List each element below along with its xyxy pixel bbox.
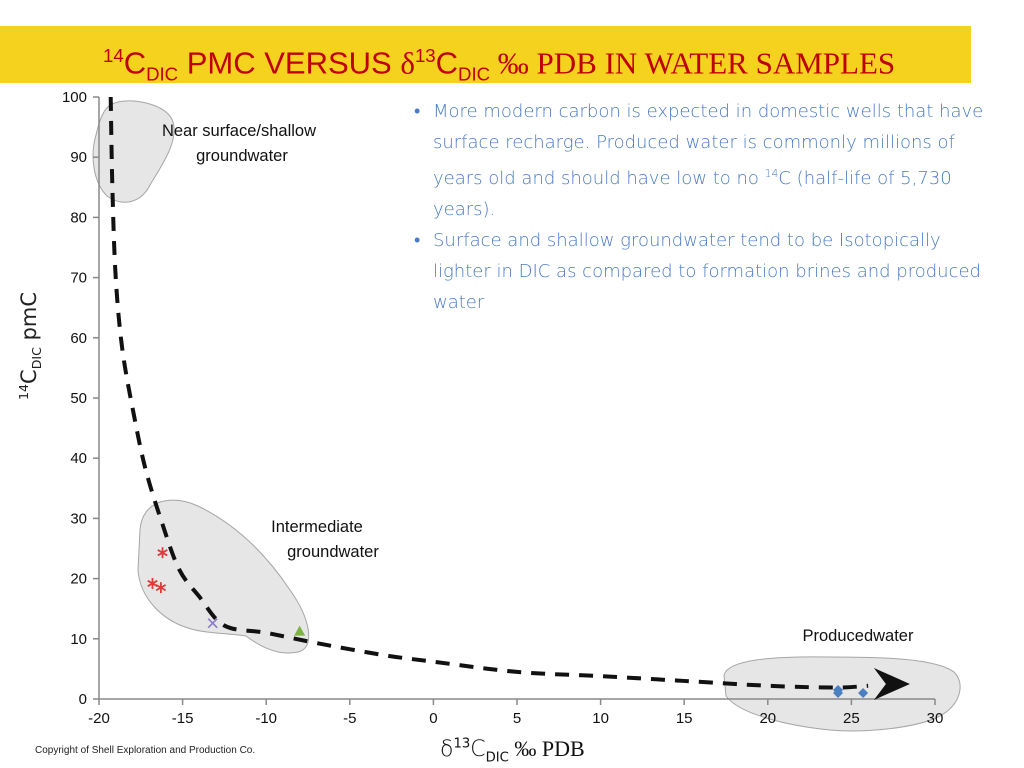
data-point-x — [207, 618, 218, 629]
y-tick-label: 60 — [70, 330, 87, 347]
x-tick-label: 10 — [592, 710, 609, 727]
data-point-diamond — [833, 687, 844, 698]
slide-title: 14CDIC PMC VERSUS δ13CDIC ‰ PDB IN WATER… — [103, 34, 903, 97]
region-label-intermediate-line2: groundwater — [287, 543, 379, 561]
y-tick-label: 70 — [70, 270, 87, 287]
y-axis-label-unit: pmC — [16, 291, 41, 348]
y-axis-label: 14CDIC pmC — [16, 292, 44, 400]
title-delta: δ — [400, 45, 415, 81]
title-c1: C — [123, 45, 147, 81]
x-tick-label: 30 — [927, 710, 944, 727]
x-tick-label: -20 — [88, 710, 110, 727]
y-tick-label: 100 — [62, 89, 87, 106]
y-tick-label: 20 — [70, 571, 87, 588]
title-c2: C — [435, 45, 459, 81]
bullet-2-text: Surface and shallow groundwater tend to … — [433, 230, 981, 313]
bullet-1-sup: 14 — [764, 167, 779, 180]
region-shape-intermediate — [137, 499, 310, 654]
title-pmc-versus: PMC VERSUS — [178, 45, 401, 81]
x-tick-label: 15 — [676, 710, 693, 727]
bullet-list: More modern carbon is expected in domest… — [412, 96, 1002, 318]
data-point-triangle — [294, 625, 306, 636]
x-tick-label: 0 — [429, 710, 437, 727]
y-tick-label: 30 — [70, 510, 87, 527]
y-tick-label: 0 — [79, 691, 87, 708]
y-tick-label: 50 — [70, 390, 87, 407]
trend-curve — [108, 96, 869, 690]
x-tick-label: 5 — [513, 710, 521, 727]
bullet-item: More modern carbon is expected in domest… — [412, 96, 1002, 225]
y-axis-label-c: C — [16, 369, 41, 384]
data-point-asterisk — [147, 577, 158, 589]
y-tick-label: 80 — [70, 209, 87, 226]
arrowhead — [873, 667, 910, 700]
data-point-asterisk — [157, 547, 168, 559]
title-dic2: DIC — [458, 63, 491, 85]
axes-layer: 0 10 20 30 40 50 60 70 80 90 100 -20 -15 -10 -5 0 5 10 15 2… — [62, 89, 943, 727]
x-axis-label-delta: δ — [440, 737, 454, 762]
title-dic1: DIC — [146, 63, 179, 85]
x-axis-label-iso: 13 — [453, 736, 471, 752]
y-axis-label-iso: 14 — [15, 383, 31, 400]
y-axis-label-sub: DIC — [29, 347, 45, 370]
x-tick-label: -10 — [255, 710, 277, 727]
x-tick-label: -5 — [343, 710, 356, 727]
region-label-intermediate-line1: Intermediate — [271, 518, 363, 536]
x-axis-label-sub: DIC — [485, 750, 509, 766]
title-bar — [0, 26, 971, 83]
region-label-produced: Producedwater — [803, 627, 914, 645]
bullet-1-text-a: More modern carbon is expected in domest… — [433, 101, 984, 189]
region-label-shallow-line1: Near surface/shallow — [162, 122, 316, 140]
x-axis-label-unit: ‰ PDB — [508, 736, 585, 761]
points-layer — [147, 547, 869, 698]
region-label-shallow-line2: groundwater — [196, 147, 288, 165]
bullet-1-text-b: C (half-life of 5,730 years). — [433, 168, 952, 220]
x-axis-label: δ13CDIC ‰ PDB — [440, 736, 585, 765]
title-iso14: 14 — [103, 45, 124, 66]
x-axis-label-c: C — [470, 737, 486, 762]
x-tick-label: 25 — [843, 710, 860, 727]
y-tick-label: 40 — [70, 450, 87, 467]
x-tick-label: -15 — [172, 710, 194, 727]
data-point-diamond — [858, 687, 869, 698]
region-shape-shallow — [92, 100, 175, 203]
title-rest: ‰ PDB IN WATER SAMPLES — [490, 45, 896, 81]
bullet-item: Surface and shallow groundwater tend to … — [412, 225, 1002, 318]
y-tick-label: 10 — [70, 631, 87, 648]
title-iso13: 13 — [414, 45, 436, 66]
data-point-asterisk — [155, 582, 167, 594]
x-tick-label: 20 — [759, 710, 776, 727]
region-labels: Near surface/shallow groundwater Interme… — [162, 122, 914, 645]
copyright-notice: Copyright of Shell Exploration and Produ… — [35, 745, 256, 756]
y-tick-label: 90 — [70, 149, 87, 166]
